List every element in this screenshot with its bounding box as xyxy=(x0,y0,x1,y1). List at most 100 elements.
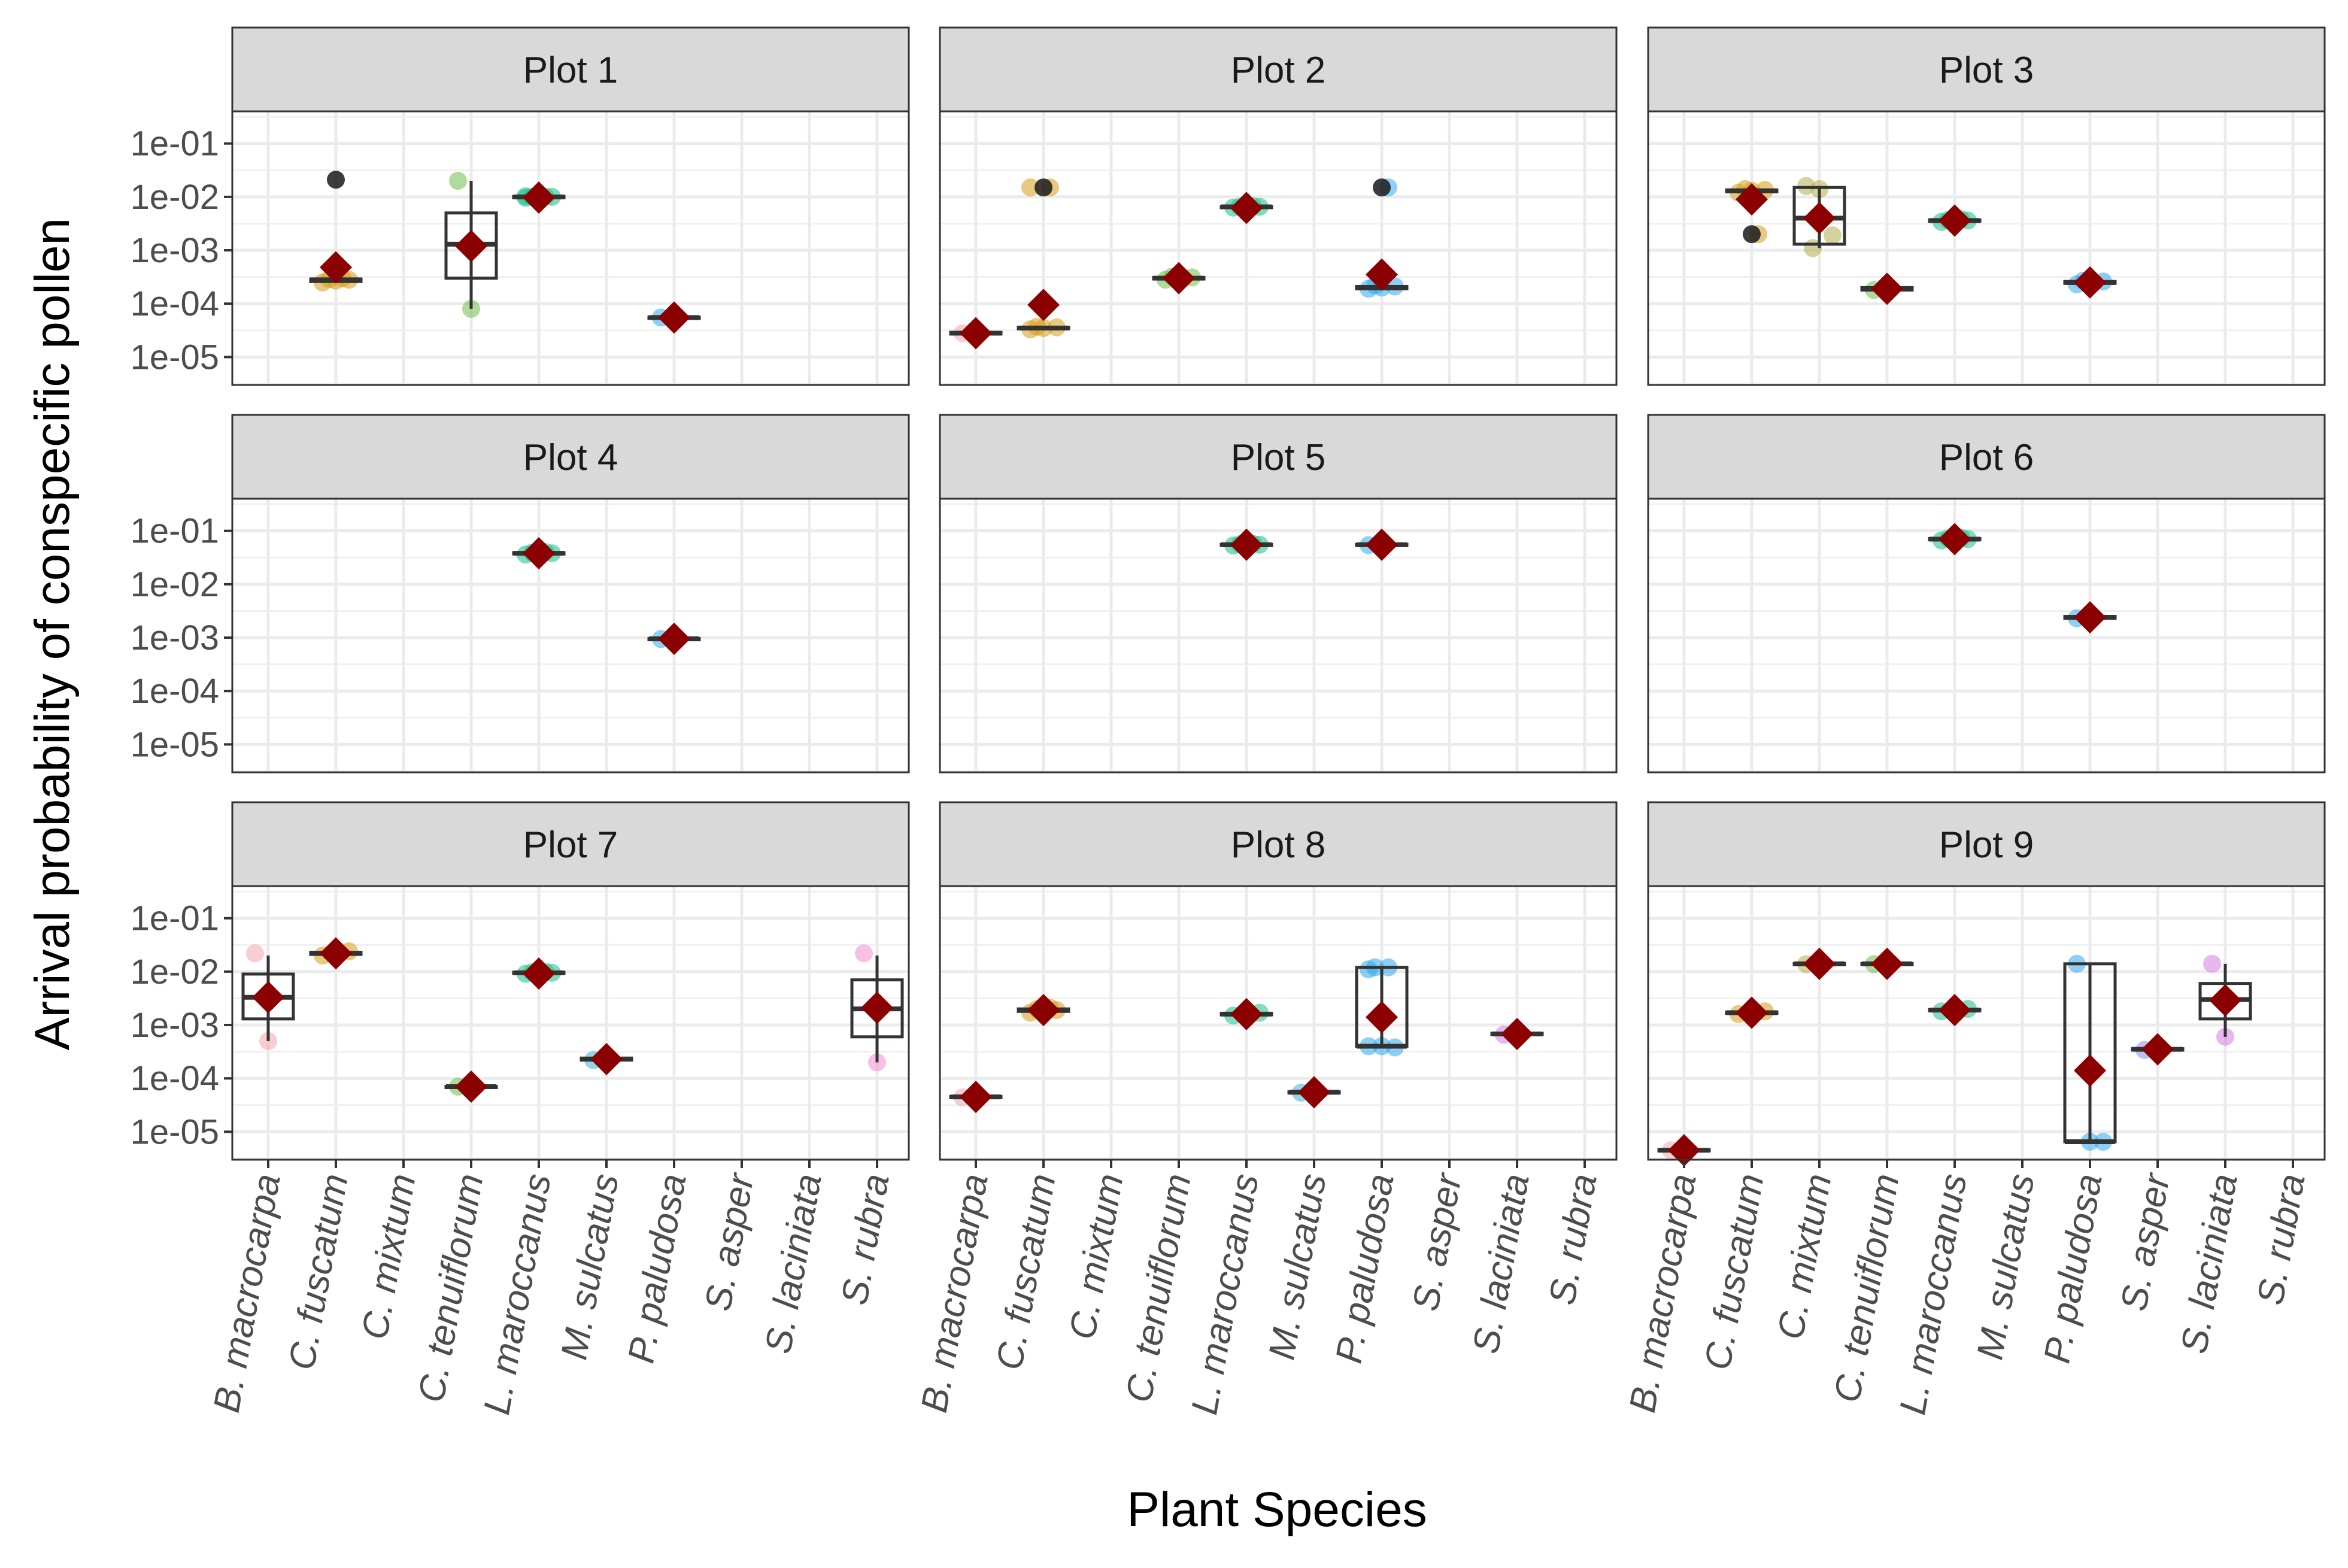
box-group xyxy=(1792,947,1846,980)
y-tick-label: 1e-05 xyxy=(131,1112,219,1151)
mean-marker xyxy=(523,957,555,990)
mean-marker xyxy=(960,1081,992,1114)
panel-border xyxy=(231,110,910,386)
panel-background xyxy=(1648,111,2325,385)
facet-panel: Plot 9 xyxy=(1647,801,2326,1167)
y-tick-label: 1e-05 xyxy=(131,338,219,377)
panel-background xyxy=(1648,499,2325,772)
box-group xyxy=(1355,958,1409,1057)
facet-panel: Plot 4 xyxy=(231,414,910,774)
facet-title: Plot 7 xyxy=(523,824,618,866)
mean-marker xyxy=(455,1070,487,1103)
mean-marker xyxy=(2074,1054,2106,1087)
facet-strip xyxy=(231,26,910,113)
facet-title: Plot 5 xyxy=(1231,437,1326,478)
x-tick-label: B. macrocarpa xyxy=(1622,1170,1704,1415)
mean-marker xyxy=(1939,523,1971,556)
facet-title: Plot 9 xyxy=(1939,824,2034,866)
mean-marker xyxy=(1871,272,1903,305)
box-group xyxy=(647,623,701,656)
facet-panel: Plot 5 xyxy=(939,414,1618,774)
outlier-point xyxy=(1373,178,1391,197)
mean-marker xyxy=(1803,202,1836,235)
facet-strip xyxy=(939,26,1618,113)
box-group xyxy=(1725,180,1779,244)
mean-marker xyxy=(1803,947,1836,980)
x-tick-label: S. rubra xyxy=(834,1170,897,1308)
outlier-point xyxy=(1743,225,1761,244)
facet-strip xyxy=(1647,414,2326,500)
panel-background xyxy=(232,886,909,1160)
box-group xyxy=(512,957,566,990)
x-tick-label: B. macrocarpa xyxy=(914,1170,996,1415)
jitter-point xyxy=(2203,954,2221,973)
x-tick-label: L. maroccanus xyxy=(1184,1170,1267,1417)
box-group xyxy=(1219,192,1273,225)
x-tick-label: P. paludosa xyxy=(2036,1170,2110,1366)
box-group xyxy=(1928,204,1982,237)
box-group xyxy=(1725,996,1779,1029)
panel-background xyxy=(232,499,909,772)
box-group xyxy=(512,181,566,214)
panel-border xyxy=(939,885,1618,1161)
panel-background xyxy=(940,499,1616,772)
x-tick-label: C. fuscatum xyxy=(281,1170,356,1373)
mean-marker xyxy=(658,623,690,656)
facet-strip xyxy=(939,801,1618,887)
mean-marker xyxy=(1027,289,1060,322)
mean-marker xyxy=(1736,996,1768,1029)
mean-marker xyxy=(1668,1134,1700,1167)
x-tick-label: P. paludosa xyxy=(1328,1170,1401,1366)
y-tick-label: 1e-03 xyxy=(131,1006,219,1045)
x-tick-label: L. maroccanus xyxy=(1892,1170,1975,1417)
facet-panel: Plot 6 xyxy=(1647,414,2326,774)
panel-border xyxy=(231,498,910,774)
y-tick-label: 1e-03 xyxy=(131,618,219,657)
box-group xyxy=(2198,954,2252,1046)
panel-border xyxy=(1647,498,2326,774)
facet-panel: Plot 2 xyxy=(939,26,1618,386)
mean-marker xyxy=(590,1042,623,1075)
outlier-point xyxy=(1035,178,1052,197)
x-tick-label: C. mixtum xyxy=(1061,1170,1131,1342)
y-tick-label: 1e-04 xyxy=(131,1059,219,1098)
panel-border xyxy=(939,110,1618,386)
mean-marker xyxy=(2209,984,2241,1017)
mean-marker xyxy=(1298,1076,1330,1109)
panel-border xyxy=(1647,110,2326,386)
panel-background xyxy=(940,111,1616,385)
box-group xyxy=(1219,997,1273,1030)
box-group xyxy=(1219,528,1273,561)
facet-strip xyxy=(939,414,1618,500)
jitter-point xyxy=(1360,960,1378,979)
facet-title: Plot 2 xyxy=(1231,50,1326,91)
facet-panels: Plot 1 Plot 2 Plot 3 Plot 4 Plot 5 Plot 6 Plot… xyxy=(231,26,2326,1167)
mean-marker xyxy=(2074,266,2106,299)
box-group xyxy=(1928,994,1982,1027)
x-tick-label: M. sulcatus xyxy=(1261,1170,1334,1363)
box-group xyxy=(850,944,904,1072)
box-group xyxy=(1017,994,1070,1027)
y-tick-label: 1e-04 xyxy=(131,672,219,711)
mean-marker xyxy=(658,301,690,334)
box-group xyxy=(1860,947,1914,980)
x-tick-label: C. mixtum xyxy=(1770,1170,1839,1342)
mean-marker xyxy=(320,251,352,284)
x-tick-label: L. maroccanus xyxy=(476,1170,559,1417)
box-group xyxy=(444,172,498,318)
panel-background xyxy=(940,886,1616,1160)
facet-title: Plot 6 xyxy=(1939,437,2034,478)
y-tick-label: 1e-01 xyxy=(131,512,219,551)
box-group xyxy=(2063,954,2117,1151)
box-group xyxy=(241,944,295,1050)
box-group xyxy=(1287,1076,1341,1109)
box-group xyxy=(2063,601,2117,634)
jitter-point xyxy=(1021,178,1039,197)
facet-strip xyxy=(231,801,910,887)
y-tick-label: 1e-02 xyxy=(131,565,219,604)
mean-marker xyxy=(1501,1017,1533,1050)
x-tick-label: M. sulcatus xyxy=(553,1170,626,1363)
x-tick-label: S. rubra xyxy=(1542,1170,1605,1308)
